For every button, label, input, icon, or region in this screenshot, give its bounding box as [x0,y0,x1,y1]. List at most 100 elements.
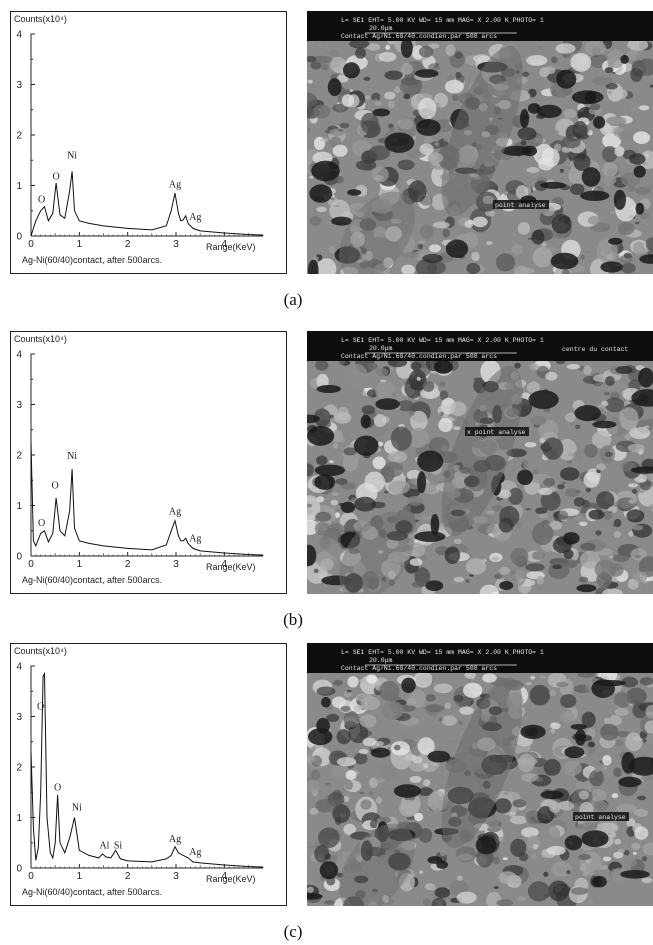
sem-grain [372,166,389,183]
sem-grain [524,442,537,448]
sem-hud-bar [307,643,653,673]
caption-c: (c) [283,922,303,941]
sem-grain [599,865,608,870]
sem-pore [564,835,583,851]
sem-grain [613,851,624,859]
x-axis-label: Range(KeV) [206,562,256,572]
sem-grain [321,64,329,71]
y-tick-label: 2 [16,131,22,142]
sem-hud-line2: Contact Ag/Ni.60/40.condien.par 500 arcs [341,665,497,672]
peak-label: Ni [67,150,77,161]
sem-grain [460,578,480,591]
peak-label: Ag [189,533,201,544]
sem-grain [578,521,588,526]
sem-grain [591,431,612,449]
sem-grain [465,579,470,583]
sem-grain [526,55,548,66]
sem-pore [592,876,607,888]
sem-grain [630,548,647,561]
eds-spectrum-c: Counts(x10⁴) 0 1 2 3 4 0 1 2 3 4 Range(KeV) Ag-Ni(60… [10,643,287,906]
sem-hud-line1: L= SE1 EHT= 5.00 KV WD= 15 mm MAG= X 2.0… [341,649,544,656]
sem-grain [626,509,645,523]
y-tick-label: 2 [16,763,22,774]
sem-grain [373,414,387,428]
sem-grain [417,520,423,525]
sem-grain [619,407,639,431]
y-tick-label: 0 [16,232,22,243]
sem-grain [325,853,331,860]
sem-grain [566,363,581,370]
sem-grain [638,478,646,482]
sem-grain [617,221,635,236]
sem-grain [309,175,314,179]
sem-grain [431,897,447,906]
sem-grain [324,900,335,905]
sem-grain [329,49,339,56]
sem-grain [492,856,501,865]
sem-grain [439,381,446,387]
sem-grain [366,674,378,684]
sem-grain [605,376,615,386]
sem-grain [593,767,601,773]
sem-grain [508,487,524,505]
sem-grain [307,495,321,519]
sem-grain [562,269,570,274]
sem-pore [527,103,541,114]
sem-grain [542,66,556,75]
sem-grain [381,701,404,720]
sem-grain [569,183,585,195]
x-tick-label: 4 [222,871,228,882]
sem-grain [531,46,538,55]
sem-grain [371,92,381,102]
sem-pore [307,426,335,446]
sem-grain [318,827,340,848]
sem-grain [609,555,614,559]
y-tick-label: 3 [16,712,22,723]
sem-grain [346,363,368,389]
sem-grain [360,799,372,810]
sem-grain [642,842,653,856]
sem-flow-band [339,823,415,906]
sem-grain [628,483,638,488]
sem-grain [332,492,339,497]
sem-pore [581,830,609,847]
sem-grain [632,525,644,531]
sem-grain [330,763,348,780]
sem-grain [418,45,434,58]
sem-grain [561,481,567,484]
sem-pore [618,776,642,788]
sem-pore [331,216,352,226]
sem-pore [414,69,439,78]
sem-grain [454,52,463,59]
sem-grain [625,732,643,752]
sem-grain [609,831,617,838]
sem-pore [575,729,586,746]
sem-grain [349,39,370,49]
sem-grain [375,368,389,377]
sem-grain [479,584,500,594]
sem-grain [336,74,349,83]
sem-grain [426,260,446,274]
sem-grain [494,798,512,814]
sem-grain [538,419,559,441]
sem-grain [345,770,357,781]
sem-grain [531,551,545,560]
sem-grain [315,359,329,371]
sem-grain [617,848,625,853]
sem-pore [308,259,319,274]
sem-grain [400,77,421,86]
sem-grain [410,410,428,431]
sem-grain [473,377,480,381]
sem-grain [614,838,622,845]
sem-grain [581,822,598,831]
sem-grain [354,496,376,512]
sem-grain [319,535,332,549]
sem-image-b: L= SE1 EHT= 5.00 KV WD= 15 mm MAG= X 2.0… [307,331,653,594]
sem-grain [620,262,636,274]
sem-grain [332,103,349,113]
sem-grain [521,827,539,838]
sem-grain [364,95,371,100]
peak-label: O [37,701,44,712]
sem-grain [575,424,581,430]
